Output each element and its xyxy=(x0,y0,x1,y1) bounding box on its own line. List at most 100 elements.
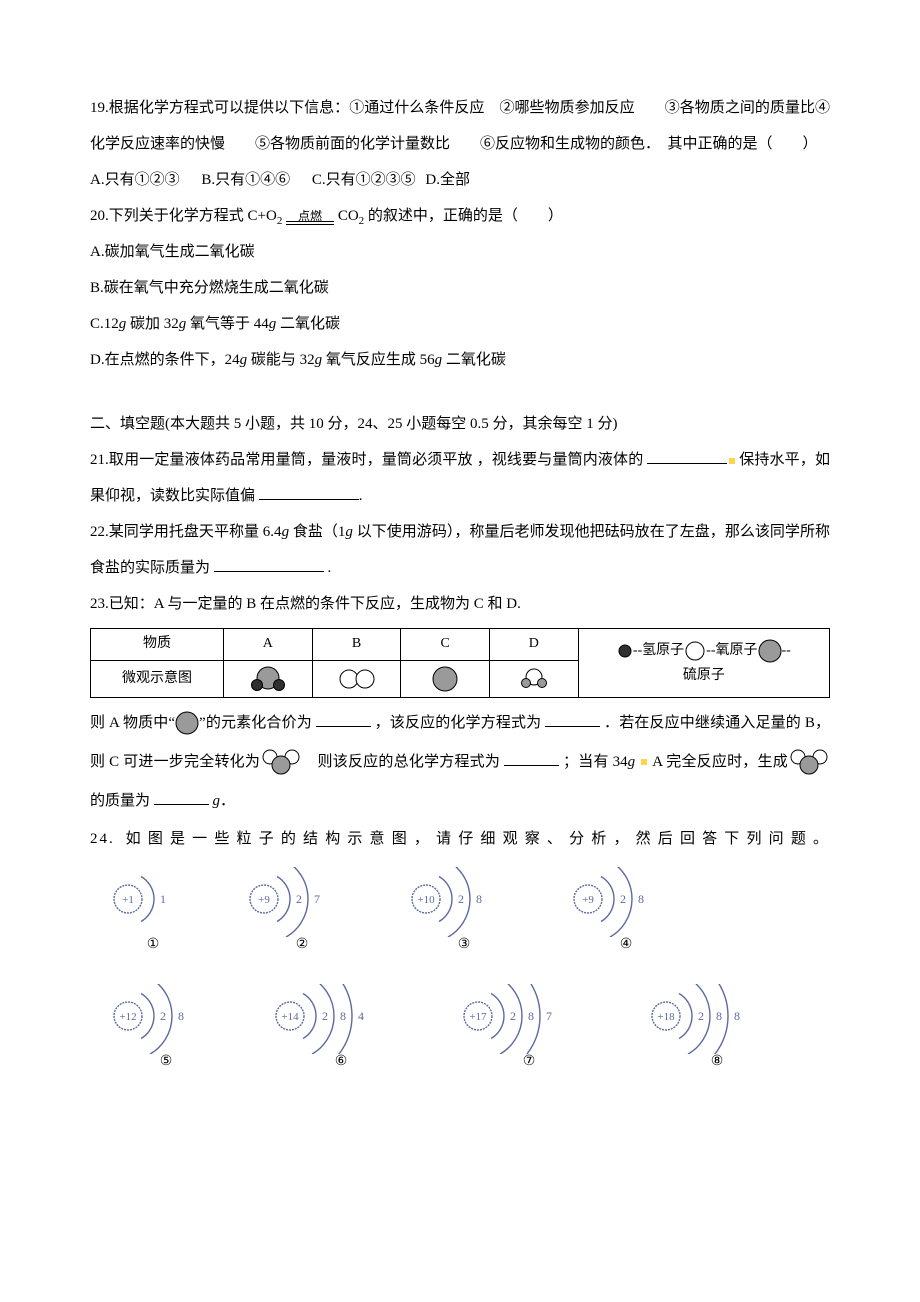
q20-stem-c: 的叙述中，正确的是（ ） xyxy=(368,208,563,224)
th-A: A xyxy=(224,629,313,660)
hydrogen-atom-icon xyxy=(617,643,633,659)
cell-D xyxy=(490,660,579,697)
svg-text:8: 8 xyxy=(476,892,482,906)
svg-text:8: 8 xyxy=(178,1009,184,1023)
unit-g: g xyxy=(282,524,290,540)
q23-after: 则 A 物质中“”的元素化合价为 ，该反应的化学方程式为 ．若在反应中继续通入足… xyxy=(90,704,830,821)
legend-cell: --氢原子--氧原子-- 硫原子 xyxy=(578,629,829,697)
svg-text:2: 2 xyxy=(510,1009,516,1023)
q20-optA: A.碳加氧气生成二氧化碳 xyxy=(90,234,830,270)
svg-text:+9: +9 xyxy=(582,894,594,906)
atom-diagram: +18288⑧ xyxy=(648,984,786,1071)
svg-text:7: 7 xyxy=(314,892,320,906)
q20-optC-d: 二氧化碳 xyxy=(280,316,340,332)
legend-h: --氢原子 xyxy=(633,643,684,658)
atom-diagram: +1228⑤ xyxy=(110,984,222,1071)
unit-g: g xyxy=(628,754,636,770)
cell-A xyxy=(224,660,313,697)
th-substance: 物质 xyxy=(91,629,224,660)
unit-g: g xyxy=(240,352,248,368)
q20-sub1: 2 xyxy=(277,215,283,227)
q20-stem-a: 20.下列关于化学方程式 C+O xyxy=(90,208,277,224)
q20-optC-c: 氧气等于 44 xyxy=(190,316,269,332)
molecule-A-icon xyxy=(244,665,292,693)
blank xyxy=(504,750,559,766)
svg-text:8: 8 xyxy=(734,1009,740,1023)
svg-text:+14: +14 xyxy=(281,1011,299,1023)
svg-text:+9: +9 xyxy=(258,894,270,906)
molecule-SO2-icon xyxy=(788,749,830,775)
svg-text:8: 8 xyxy=(638,892,644,906)
condition-text: 点燃 xyxy=(286,210,334,222)
unit-g: g xyxy=(119,316,127,332)
q19-optC: C.只有①②③⑤ xyxy=(312,172,416,188)
svg-text:4: 4 xyxy=(358,1009,364,1023)
blank xyxy=(647,448,727,464)
q19-optA: A.只有①②③ xyxy=(90,172,180,188)
th-D: D xyxy=(490,629,579,660)
q23-after-j: ． xyxy=(220,793,235,809)
svg-text:+10: +10 xyxy=(417,894,435,906)
q21: 21.取用一定量液体药品常用量筒，量液时，量筒必须平放 ，视线要与量筒内液体的 … xyxy=(90,442,830,514)
blank xyxy=(545,711,600,727)
table-row: 物质 A B C D --氢原子--氧原子-- 硫原子 xyxy=(91,629,830,660)
svg-text:8: 8 xyxy=(528,1009,534,1023)
q20-optC: C.12g 碳加 32g 氧气等于 44g 二氧化碳 xyxy=(90,306,830,342)
unit-g: g xyxy=(269,316,277,332)
q22-d: . xyxy=(324,560,332,576)
q20-optC-b: 碳加 32 xyxy=(130,316,179,332)
q20-stem-b: CO xyxy=(338,208,359,224)
th-C: C xyxy=(401,629,490,660)
legend-o: --氧原子 xyxy=(706,643,757,658)
q19-stem: 19.根据化学方程式可以提供以下信息：①通过什么条件反应 ②哪些物质参加反应 ③… xyxy=(90,90,830,162)
q23-after-h: 的质量为 xyxy=(90,793,154,809)
svg-text:+12: +12 xyxy=(119,1011,136,1023)
equation-condition: 点燃 xyxy=(286,208,334,225)
blank xyxy=(214,556,324,572)
q19-options: A.只有①②③ B.只有①④⑥ C.只有①②③⑤ D.全部 xyxy=(90,162,830,198)
svg-text:2: 2 xyxy=(296,892,302,906)
q19-optB: B.只有①④⑥ xyxy=(201,172,290,188)
q20-optD-b: 碳能与 32 xyxy=(247,352,315,368)
legend-s: 硫原子 xyxy=(585,663,823,688)
q20-optB: B.碳在氧气中充分燃烧生成二氧化碳 xyxy=(90,270,830,306)
molecule-D-icon xyxy=(516,667,552,689)
sulfur-atom-icon xyxy=(758,639,782,663)
row-label: 微观示意图 xyxy=(91,660,224,697)
svg-text:2: 2 xyxy=(620,892,626,906)
unit-g: g xyxy=(435,352,443,368)
svg-text:1: 1 xyxy=(160,892,166,906)
blank xyxy=(259,484,359,500)
q20-sub2: 2 xyxy=(359,215,365,227)
q23-after-a: 则 A 物质中“ xyxy=(90,715,175,731)
q23-stem: 23.已知：A 与一定量的 B 在点燃的条件下反应，生成物为 C 和 D. xyxy=(90,586,830,622)
q20-stem: 20.下列关于化学方程式 C+O2 点燃 CO2 的叙述中，正确的是（ ） xyxy=(90,198,830,234)
blank xyxy=(316,711,371,727)
oxygen-atom-icon xyxy=(684,640,706,662)
svg-text:8: 8 xyxy=(340,1009,346,1023)
svg-text:8: 8 xyxy=(716,1009,722,1023)
molecule-B-icon xyxy=(335,667,379,691)
q23-after-f: ；当有 34 xyxy=(559,754,628,770)
unit-g: g xyxy=(213,793,221,809)
molecule-SO2-icon xyxy=(260,749,302,775)
atom-diagram: +1028③ xyxy=(408,867,520,954)
svg-text:+1: +1 xyxy=(122,894,134,906)
q23-after-c: ，该反应的化学方程式为 xyxy=(371,715,545,731)
q23-after-g: A 完全反应时，生成 xyxy=(649,754,788,770)
atom-diagram: +17287⑦ xyxy=(460,984,598,1071)
q22-a: 22.某同学用托盘天平称量 6.4 xyxy=(90,524,282,540)
q23-table: 物质 A B C D --氢原子--氧原子-- 硫原子 微观示意图 xyxy=(90,628,830,697)
section-2-title: 二、填空题(本大题共 5 小题，共 10 分，24、25 小题每空 0.5 分，… xyxy=(90,406,830,442)
cell-B xyxy=(312,660,401,697)
q24-stem: 24. 如图是一些粒子的结构示意图，请仔细观察、分析，然后回答下列问题。 xyxy=(90,821,830,857)
q20-optD-d: 二氧化碳 xyxy=(442,352,506,368)
svg-text:+17: +17 xyxy=(469,1011,487,1023)
atom-diagram: +14284⑥ xyxy=(272,984,410,1071)
q21-a: 21.取用一定量液体药品常用量筒，量液时，量筒必须平放 ，视线要与量筒内液体的 xyxy=(90,452,647,468)
th-B: B xyxy=(312,629,401,660)
atom-diagram-grid: +11①+927②+1028③+928④+1228⑤+14284⑥+17287⑦… xyxy=(110,867,830,1071)
atom-diagram: +927② xyxy=(246,867,358,954)
cell-C xyxy=(401,660,490,697)
molecule-C-icon xyxy=(431,665,459,693)
